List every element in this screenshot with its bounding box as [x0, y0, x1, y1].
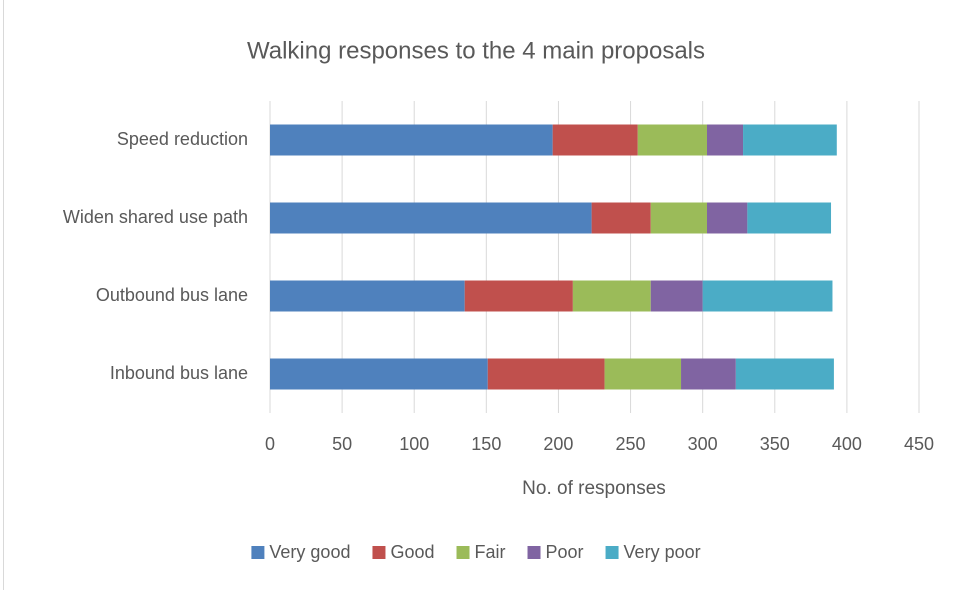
bar-segment	[681, 358, 736, 390]
x-tick-label: 400	[832, 434, 862, 454]
x-tick-label: 300	[688, 434, 718, 454]
bar-segment	[706, 202, 748, 234]
bar-segment	[270, 358, 488, 390]
legend-label: Very poor	[624, 542, 701, 562]
bar-segment	[702, 280, 833, 312]
x-tick-label: 150	[471, 434, 501, 454]
bar-segment	[706, 124, 744, 156]
legend-label: Good	[390, 542, 434, 562]
bar-segment	[650, 202, 707, 234]
bar-segment	[552, 124, 638, 156]
x-axis-label: No. of responses	[522, 478, 666, 499]
chart-title: Walking responses to the 4 main proposal…	[247, 37, 705, 64]
bar-segment	[270, 124, 553, 156]
legend-swatch	[527, 546, 541, 559]
bar-segment	[743, 124, 837, 156]
x-tick-label: 0	[265, 434, 275, 454]
y-tick-label: Speed reduction	[117, 129, 248, 149]
legend-swatch	[456, 546, 470, 559]
y-tick-label: Outbound bus lane	[96, 285, 248, 305]
legend-label: Fair	[475, 542, 506, 562]
bar-segment	[572, 280, 651, 312]
y-tick-label: Inbound bus lane	[110, 363, 248, 383]
legend-swatch	[372, 546, 386, 559]
y-tick-label: Widen shared use path	[63, 207, 248, 227]
bar-segment	[650, 280, 703, 312]
x-tick-label: 50	[332, 434, 352, 454]
bar-segment	[735, 358, 834, 390]
bar-segment	[270, 202, 592, 234]
legend-swatch	[605, 546, 619, 559]
x-tick-label: 450	[904, 434, 934, 454]
x-tick-label: 200	[543, 434, 573, 454]
bar-segment	[637, 124, 707, 156]
legend-label: Poor	[546, 542, 584, 562]
bar-segment	[464, 280, 573, 312]
bar-segment	[747, 202, 832, 234]
x-tick-label: 350	[760, 434, 790, 454]
x-tick-label: 250	[616, 434, 646, 454]
legend-label: Very good	[269, 542, 350, 562]
bar-segment	[487, 358, 605, 390]
bar-segment	[270, 280, 465, 312]
bar-segment	[591, 202, 651, 234]
bar-segment	[604, 358, 682, 390]
legend-swatch	[251, 546, 265, 559]
x-tick-label: 100	[399, 434, 429, 454]
